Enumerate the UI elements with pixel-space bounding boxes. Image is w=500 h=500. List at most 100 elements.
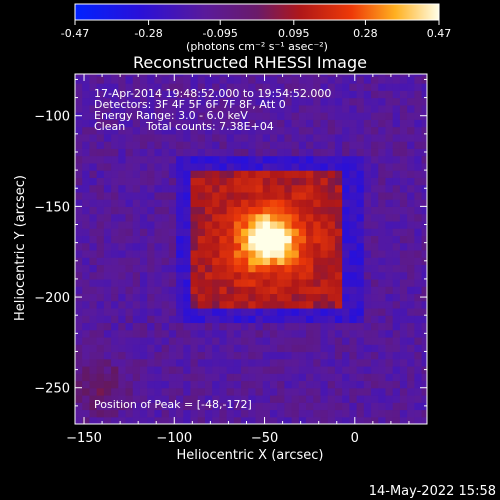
heatmap-pixel — [161, 90, 170, 99]
heatmap-pixel — [154, 344, 163, 353]
heatmap-pixel — [212, 242, 221, 251]
heatmap-pixel — [103, 344, 112, 353]
heatmap-pixel — [378, 104, 387, 113]
heatmap-pixel — [241, 286, 249, 295]
heatmap-pixel — [96, 329, 105, 338]
heatmap-pixel — [407, 112, 415, 120]
heatmap-pixel — [248, 148, 257, 157]
heatmap-pixel — [327, 235, 336, 244]
heatmap-pixel — [96, 162, 105, 171]
heatmap-pixel — [89, 380, 98, 389]
heatmap-pixel — [399, 344, 408, 353]
heatmap-pixel — [269, 242, 278, 251]
heatmap-pixel — [378, 155, 387, 164]
heatmap-pixel — [378, 402, 387, 411]
heatmap-pixel — [132, 365, 141, 374]
heatmap-pixel — [284, 286, 293, 295]
heatmap-pixel — [154, 133, 163, 142]
heatmap-pixel — [255, 228, 264, 236]
heatmap-pixel — [103, 300, 112, 309]
heatmap-pixel — [176, 322, 184, 331]
heatmap-pixel — [154, 293, 163, 302]
heatmap-pixel — [407, 148, 415, 157]
heatmap-pixel — [327, 409, 336, 418]
heatmap-pixel — [139, 184, 148, 193]
heatmap-pixel — [414, 394, 423, 403]
heatmap-pixel — [298, 344, 307, 353]
heatmap-pixel — [371, 416, 379, 424]
heatmap-pixel — [103, 191, 112, 200]
heatmap-pixel — [298, 300, 307, 309]
heatmap-pixel — [342, 199, 350, 207]
heatmap-pixel — [75, 148, 83, 157]
heatmap-pixel — [399, 409, 408, 418]
heatmap-pixel — [103, 373, 112, 382]
heatmap-pixel — [277, 416, 285, 424]
heatmap-pixel — [378, 293, 387, 302]
heatmap-pixel — [147, 271, 156, 280]
heatmap-pixel — [414, 409, 423, 418]
heatmap-pixel — [197, 344, 206, 353]
heatmap-pixel — [190, 191, 199, 200]
heatmap-pixel — [363, 249, 372, 258]
heatmap-pixel — [269, 83, 278, 91]
heatmap-pixel — [320, 83, 329, 91]
heatmap-pixel — [154, 235, 163, 244]
heatmap-pixel — [197, 242, 206, 251]
heatmap-pixel — [190, 213, 199, 222]
heatmap-pixel — [89, 373, 98, 382]
heatmap-pixel — [356, 242, 365, 251]
heatmap-pixel — [414, 74, 423, 77]
heatmap-pixel — [306, 394, 314, 403]
heatmap-pixel — [291, 402, 300, 411]
heatmap-pixel — [349, 162, 358, 171]
heatmap-pixel — [212, 307, 221, 316]
heatmap-pixel — [291, 271, 300, 280]
heatmap-pixel — [255, 112, 264, 120]
heatmap-pixel — [320, 112, 329, 120]
heatmap-pixel — [327, 373, 336, 382]
heatmap-pixel — [233, 170, 242, 178]
heatmap-pixel — [82, 286, 91, 295]
heatmap-pixel — [183, 365, 192, 374]
heatmap-pixel — [407, 206, 415, 215]
heatmap-pixel — [414, 300, 423, 309]
heatmap-pixel — [75, 402, 83, 411]
heatmap-pixel — [385, 206, 394, 215]
heatmap-pixel — [197, 416, 206, 424]
heatmap-pixel — [103, 286, 112, 295]
heatmap-pixel — [356, 220, 365, 229]
heatmap-pixel — [342, 329, 350, 338]
heatmap-pixel — [132, 402, 141, 411]
heatmap-pixel — [190, 409, 199, 418]
heatmap-pixel — [212, 184, 221, 193]
plot-frame — [74, 73, 428, 425]
heatmap-pixel — [269, 191, 278, 200]
heatmap-pixel — [132, 235, 141, 244]
heatmap-pixel — [342, 83, 350, 91]
heatmap-pixel — [241, 344, 249, 353]
heatmap-pixel — [125, 373, 134, 382]
heatmap-pixel — [327, 300, 336, 309]
heatmap-pixel — [147, 206, 156, 215]
heatmap-pixel — [125, 119, 134, 128]
heatmap-pixel — [255, 177, 264, 186]
heatmap-pixel — [190, 74, 199, 77]
heatmap-pixel — [161, 286, 170, 295]
heatmap-pixel — [313, 75, 322, 84]
heatmap-pixel — [212, 126, 221, 135]
heatmap-pixel — [103, 90, 112, 99]
heatmap-pixel — [392, 141, 401, 149]
heatmap-pixel — [378, 119, 387, 128]
heatmap-pixel — [392, 307, 401, 316]
heatmap-pixel — [269, 300, 278, 309]
heatmap-pixel — [349, 141, 358, 149]
heatmap-pixel — [212, 358, 221, 367]
heatmap-pixel — [241, 387, 249, 396]
heatmap-pixel — [399, 141, 408, 149]
heatmap-pixel — [82, 83, 91, 91]
heatmap-pixel — [298, 90, 307, 99]
heatmap-pixel — [407, 199, 415, 207]
heatmap-pixel — [262, 119, 271, 128]
heatmap-pixel — [96, 119, 105, 128]
